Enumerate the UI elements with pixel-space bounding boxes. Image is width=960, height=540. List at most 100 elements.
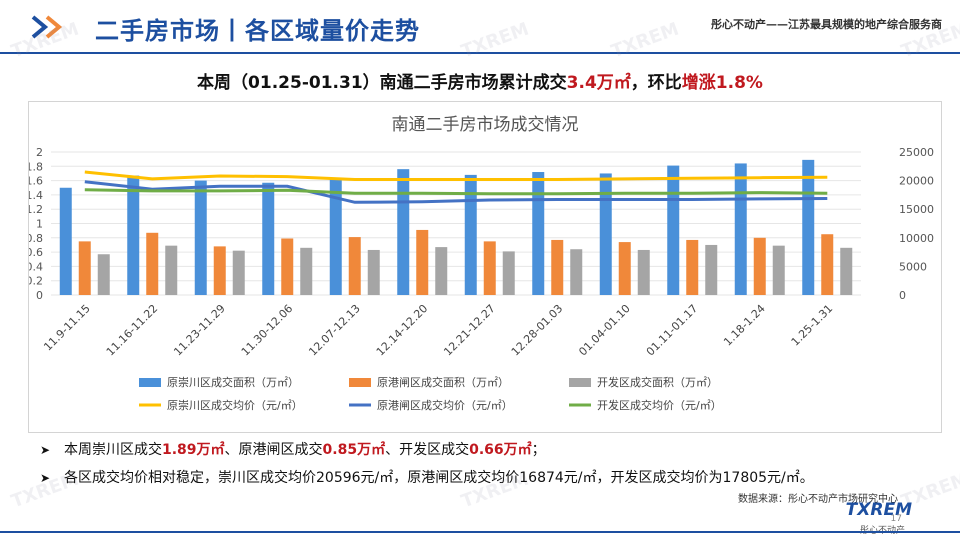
x-tick-label: 1.18-1.24 <box>721 302 768 349</box>
y-left-tick-label: 1.8 <box>29 160 43 173</box>
legend-label: 原港闸区成交均价（元/㎡） <box>377 398 513 412</box>
bar <box>840 247 853 295</box>
page-title: 二手房市场丨各区域量价走势 <box>95 17 420 45</box>
bar <box>435 247 448 295</box>
x-tick-label: 1.25-1.31 <box>789 302 836 349</box>
footer-divider <box>0 531 960 533</box>
chart-panel: 南通二手房市场成交情况00.20.40.60.811.21.41.61.8205… <box>26 101 942 433</box>
series-line <box>84 188 828 196</box>
x-tick-label: 01.04-01.10 <box>576 302 633 359</box>
bar <box>232 250 245 295</box>
summary-change: 增涨1.8% <box>681 73 763 93</box>
bullet-text: 本周崇川区成交 <box>64 442 162 458</box>
y-left-tick-label: 0.6 <box>29 246 43 259</box>
bullet-value: 0.85万㎡ <box>322 442 386 458</box>
y-left-tick-label: 0 <box>36 289 43 302</box>
legend-swatch <box>349 378 371 387</box>
bullet-list: ➤ 本周崇川区成交1.89万㎡、原港闸区成交0.85万㎡、开发区成交0.66万㎡；… <box>40 436 940 492</box>
bar <box>802 159 815 295</box>
bullet-value: 1.89万㎡ <box>162 442 225 458</box>
bar <box>686 239 699 295</box>
bullet-item: ➤ 各区成交均价相对稳定，崇川区成交均价20596元/㎡，原港闸区成交均价1687… <box>40 464 940 492</box>
header-slogan: 彤心不动产——江苏最具规模的地产综合服务商 <box>711 18 942 31</box>
legend-label: 开发区成交均价（元/㎡） <box>597 398 722 412</box>
bullet-text: ； <box>531 442 546 458</box>
bar <box>599 173 612 295</box>
bullet-arrow-icon: ➤ <box>40 471 51 485</box>
x-tick-label: 11.23-11.29 <box>171 302 228 359</box>
bar <box>329 177 342 295</box>
series-line <box>84 180 828 204</box>
bar <box>262 182 275 295</box>
page-number: 17 <box>890 514 902 524</box>
chart: 南通二手房市场成交情况00.20.40.60.811.21.41.61.8205… <box>26 115 935 412</box>
x-tick-label: 11.30-12.06 <box>239 302 296 359</box>
summary-prefix: 本周（01.25-01.31）南通二手房市场累计成交 <box>197 73 567 93</box>
bar <box>146 232 159 295</box>
x-tick-label: 12.28-01.03 <box>509 302 566 359</box>
y-left-tick-label: 0.2 <box>29 275 43 288</box>
bar <box>281 238 294 295</box>
bar <box>300 247 313 295</box>
bar <box>127 175 140 295</box>
bullet-item: ➤ 本周崇川区成交1.89万㎡、原港闸区成交0.85万㎡、开发区成交0.66万㎡； <box>40 436 940 464</box>
header: 二手房市场丨各区域量价走势 彤心不动产——江苏最具规模的地产综合服务商 <box>0 0 960 54</box>
legend-label: 原崇川区成交均价（元/㎡） <box>167 398 303 412</box>
summary-middle: ，环比 <box>630 73 682 93</box>
legend-label: 原港闸区成交面积（万㎡） <box>377 375 509 389</box>
y-right-tick-label: 15000 <box>899 203 934 216</box>
x-tick-label: 12.14-12.20 <box>374 302 431 359</box>
data-source: 数据来源：彤心不动产市场研究中心 <box>738 494 898 505</box>
x-tick-label: 11.9-11.15 <box>41 302 93 354</box>
bar <box>464 174 477 295</box>
bar <box>213 246 226 295</box>
x-tick-label: 12.21-12.27 <box>441 302 498 359</box>
x-tick-label: 01.11-01.17 <box>644 302 701 359</box>
legend-label: 开发区成交面积（万㎡） <box>597 375 718 389</box>
y-right-tick-label: 10000 <box>899 232 934 245</box>
bullet-text: 各区成交均价相对稳定，崇川区成交均价20596元/㎡，原港闸区成交均价16874… <box>64 470 814 486</box>
bar <box>618 242 631 295</box>
chart-title: 南通二手房市场成交情况 <box>392 115 579 135</box>
bullet-text: 、原港闸区成交 <box>224 442 323 458</box>
brand-logo: TXREM <box>845 500 912 520</box>
bar <box>570 249 583 295</box>
bar <box>78 241 91 295</box>
legend-label: 原崇川区成交面积（万㎡） <box>167 375 299 389</box>
bar <box>97 254 110 295</box>
bar <box>367 249 380 295</box>
x-tick-label: 12.07-12.13 <box>306 302 363 359</box>
y-left-tick-label: 1.6 <box>29 175 43 188</box>
bar <box>348 237 361 295</box>
brand-logo-sub: 彤心不动产 <box>860 523 905 536</box>
double-chevron-icon <box>31 15 63 39</box>
y-left-tick-label: 0.4 <box>29 260 43 273</box>
y-left-tick-label: 1 <box>36 218 43 231</box>
bullet-arrow-icon: ➤ <box>40 443 51 457</box>
bar <box>551 239 564 295</box>
y-left-tick-label: 1.4 <box>29 189 43 202</box>
y-right-tick-label: 20000 <box>899 175 934 188</box>
bar <box>821 234 834 295</box>
bar <box>734 163 747 295</box>
bar <box>416 229 429 295</box>
legend-swatch <box>569 378 591 387</box>
summary-volume: 3.4万㎡ <box>566 73 631 93</box>
y-left-tick-label: 2 <box>36 146 43 159</box>
bar <box>532 172 545 295</box>
bar <box>705 244 718 295</box>
bar <box>194 180 207 295</box>
bar <box>397 169 410 295</box>
y-right-tick-label: 0 <box>899 289 906 302</box>
x-tick-label: 11.16-11.22 <box>104 302 161 359</box>
bar <box>667 165 680 295</box>
y-right-tick-label: 5000 <box>899 260 927 273</box>
y-right-tick-label: 25000 <box>899 146 934 159</box>
bar <box>483 241 496 295</box>
weekly-summary: 本周（01.25-01.31）南通二手房市场累计成交3.4万㎡，环比增涨1.8% <box>0 68 960 93</box>
bar <box>753 237 766 295</box>
bar <box>772 245 785 295</box>
header-divider <box>0 52 960 54</box>
bar <box>59 187 72 295</box>
bullet-value: 0.66万㎡ <box>469 442 532 458</box>
